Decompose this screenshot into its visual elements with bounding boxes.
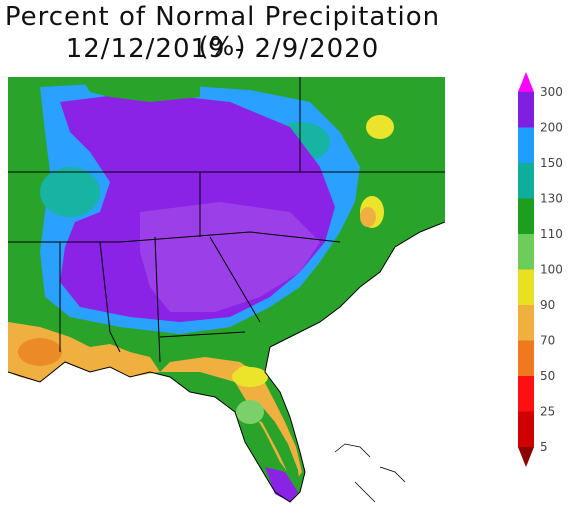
bahamas (334, 443, 406, 503)
yellow-area-virginia (366, 115, 394, 139)
legend-tick-label: 110 (540, 227, 563, 241)
legend-swatch (518, 234, 534, 270)
legend-swatch (518, 198, 534, 235)
legend-swatch (518, 269, 534, 306)
legend-tick-label: 300 (540, 85, 563, 99)
legend-swatch (518, 163, 534, 199)
legend-swatch (518, 92, 534, 128)
gulf-coast-orange (8, 322, 160, 382)
state-borders (8, 77, 445, 363)
legend-tick-label: 50 (540, 369, 555, 383)
legend-tick-label: 100 (540, 263, 563, 277)
legend-swatch (518, 340, 534, 377)
teal-area (40, 167, 100, 217)
legend-tick-label: 150 (540, 156, 563, 170)
orange-area-nc-coast (360, 207, 376, 227)
lightgreen-area-florida (236, 400, 264, 424)
legend-arrow-bottom (518, 447, 534, 467)
coastline (7, 221, 445, 503)
legend-tick-label: 200 (540, 121, 563, 135)
legend-tick-label: 90 (540, 298, 555, 312)
legend-tick-label: 130 (540, 192, 563, 206)
legend-swatch (518, 376, 534, 412)
map-title: Percent of Normal Precipitation (%) (4, 2, 441, 62)
florida (160, 357, 302, 482)
yellow-area-florida-west (237, 366, 253, 378)
legend: 300 200 150 130 110 100 90 70 50 25 5 (518, 72, 563, 467)
florida-tip (265, 467, 298, 502)
north-green (80, 77, 200, 102)
legend-arrow-top (518, 72, 534, 92)
legend-swatch (518, 127, 534, 164)
legend-tick-label: 70 (540, 334, 555, 348)
purple-south (140, 202, 320, 312)
legend-swatch (518, 411, 534, 448)
florida-south (240, 402, 300, 487)
orange-area-gulf (18, 338, 62, 366)
precipitation-map (7, 77, 445, 503)
legend-tick-label: 25 (540, 405, 555, 419)
date-range: 12/12/2019 - 2/9/2020 (65, 34, 380, 64)
legend-tick-label: 5 (540, 440, 548, 454)
legend-swatch (518, 305, 534, 341)
